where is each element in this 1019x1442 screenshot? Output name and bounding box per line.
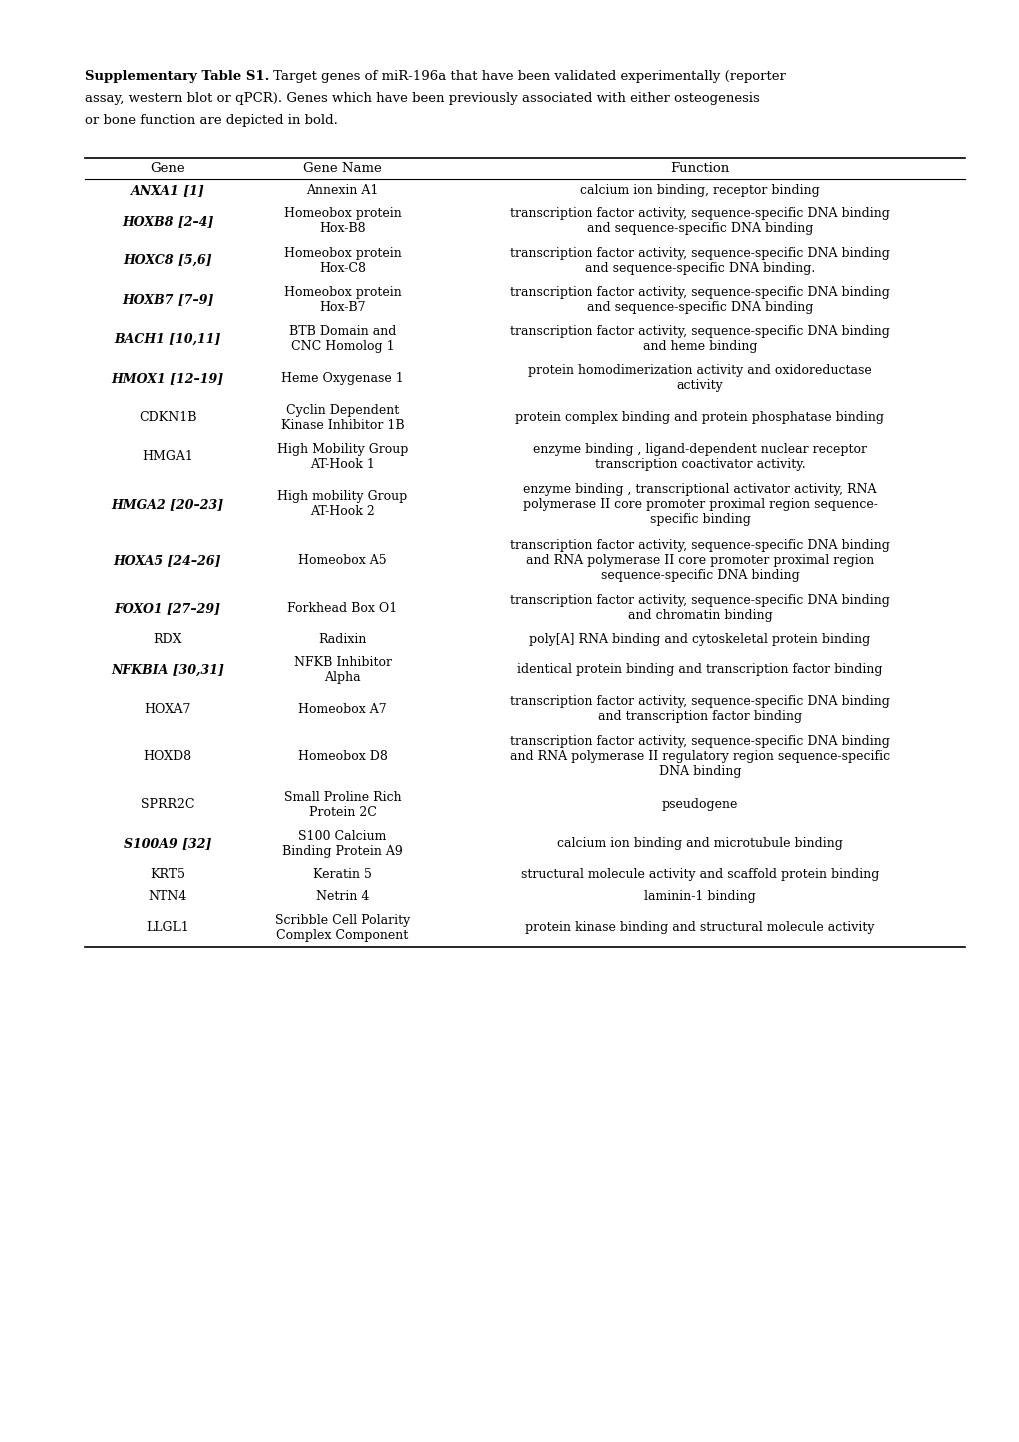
Text: Homeobox protein
Hox-C8: Homeobox protein Hox-C8 — [283, 247, 401, 274]
Text: Homeobox protein
Hox-B8: Homeobox protein Hox-B8 — [283, 208, 401, 235]
Text: transcription factor activity, sequence-specific DNA binding
and transcription f: transcription factor activity, sequence-… — [510, 695, 889, 722]
Text: FOXO1 [27–29]: FOXO1 [27–29] — [114, 601, 220, 614]
Text: BTB Domain and
CNC Homolog 1: BTB Domain and CNC Homolog 1 — [288, 324, 395, 353]
Text: Radixin: Radixin — [318, 633, 366, 646]
Text: structural molecule activity and scaffold protein binding: structural molecule activity and scaffol… — [521, 868, 878, 881]
Text: transcription factor activity, sequence-specific DNA binding
and RNA polymerase : transcription factor activity, sequence-… — [510, 735, 890, 779]
Text: transcription factor activity, sequence-specific DNA binding
and sequence-specif: transcription factor activity, sequence-… — [510, 286, 889, 314]
Text: calcium ion binding, receptor binding: calcium ion binding, receptor binding — [580, 185, 819, 198]
Text: or bone function are depicted in bold.: or bone function are depicted in bold. — [85, 114, 337, 127]
Text: HOXA5 [24–26]: HOXA5 [24–26] — [114, 554, 221, 567]
Text: protein complex binding and protein phosphatase binding: protein complex binding and protein phos… — [515, 411, 883, 424]
Text: pseudogene: pseudogene — [661, 797, 738, 810]
Text: High mobility Group
AT-Hook 2: High mobility Group AT-Hook 2 — [277, 490, 408, 519]
Text: HOXD8: HOXD8 — [144, 750, 192, 763]
Text: Homeobox protein
Hox-B7: Homeobox protein Hox-B7 — [283, 286, 401, 314]
Text: High Mobility Group
AT-Hook 1: High Mobility Group AT-Hook 1 — [276, 443, 408, 470]
Text: transcription factor activity, sequence-specific DNA binding
and heme binding: transcription factor activity, sequence-… — [510, 324, 889, 353]
Text: calcium ion binding and microtubule binding: calcium ion binding and microtubule bind… — [556, 838, 842, 851]
Text: transcription factor activity, sequence-specific DNA binding
and RNA polymerase : transcription factor activity, sequence-… — [510, 539, 889, 583]
Text: poly[A] RNA binding and cytoskeletal protein binding: poly[A] RNA binding and cytoskeletal pro… — [529, 633, 870, 646]
Text: HOXB8 [2–4]: HOXB8 [2–4] — [121, 215, 213, 228]
Text: Homeobox D8: Homeobox D8 — [298, 750, 387, 763]
Text: laminin-1 binding: laminin-1 binding — [643, 891, 755, 904]
Text: HOXA7: HOXA7 — [144, 702, 191, 715]
Text: Homeobox A7: Homeobox A7 — [298, 702, 386, 715]
Text: BACH1 [10,11]: BACH1 [10,11] — [114, 333, 220, 346]
Text: NFKBIA [30,31]: NFKBIA [30,31] — [111, 663, 224, 676]
Text: HMGA1: HMGA1 — [142, 450, 193, 463]
Text: CDKN1B: CDKN1B — [139, 411, 196, 424]
Text: Supplementary Table S1.: Supplementary Table S1. — [85, 71, 269, 84]
Text: HMOX1 [12–19]: HMOX1 [12–19] — [111, 372, 223, 385]
Text: protein homodimerization activity and oxidoreductase
activity: protein homodimerization activity and ox… — [528, 365, 871, 392]
Text: Gene Name: Gene Name — [303, 162, 381, 174]
Text: Homeobox A5: Homeobox A5 — [298, 554, 386, 567]
Text: transcription factor activity, sequence-specific DNA binding
and sequence-specif: transcription factor activity, sequence-… — [510, 247, 889, 274]
Text: KRT5: KRT5 — [150, 868, 184, 881]
Text: ANXA1 [1]: ANXA1 [1] — [130, 185, 204, 198]
Text: Netrin 4: Netrin 4 — [316, 891, 369, 904]
Text: transcription factor activity, sequence-specific DNA binding
and chromatin bindi: transcription factor activity, sequence-… — [510, 594, 889, 623]
Text: transcription factor activity, sequence-specific DNA binding
and sequence-specif: transcription factor activity, sequence-… — [510, 208, 889, 235]
Text: LLGL1: LLGL1 — [146, 921, 189, 934]
Text: assay, western blot or qPCR). Genes which have been previously associated with e: assay, western blot or qPCR). Genes whic… — [85, 92, 759, 105]
Text: Small Proline Rich
Protein 2C: Small Proline Rich Protein 2C — [283, 790, 400, 819]
Text: HOXB7 [7–9]: HOXB7 [7–9] — [121, 293, 213, 306]
Text: Cyclin Dependent
Kinase Inhibitor 1B: Cyclin Dependent Kinase Inhibitor 1B — [280, 404, 404, 431]
Text: enzyme binding , ligand-dependent nuclear receptor
transcription coactivator act: enzyme binding , ligand-dependent nuclea… — [533, 443, 866, 470]
Text: HOXC8 [5,6]: HOXC8 [5,6] — [123, 254, 212, 267]
Text: NTN4: NTN4 — [148, 891, 186, 904]
Text: Keratin 5: Keratin 5 — [313, 868, 372, 881]
Text: RDX: RDX — [153, 633, 181, 646]
Text: NFKB Inhibitor
Alpha: NFKB Inhibitor Alpha — [293, 656, 391, 684]
Text: Heme Oxygenase 1: Heme Oxygenase 1 — [281, 372, 404, 385]
Text: S100 Calcium
Binding Protein A9: S100 Calcium Binding Protein A9 — [282, 829, 403, 858]
Text: enzyme binding , transcriptional activator activity, RNA
polymerase II core prom: enzyme binding , transcriptional activat… — [522, 483, 876, 526]
Text: Function: Function — [669, 162, 729, 174]
Text: HMGA2 [20–23]: HMGA2 [20–23] — [111, 497, 223, 510]
Text: Scribble Cell Polarity
Complex Component: Scribble Cell Polarity Complex Component — [274, 914, 410, 942]
Text: Target genes of miR-196a that have been validated experimentally (reporter: Target genes of miR-196a that have been … — [269, 71, 786, 84]
Text: identical protein binding and transcription factor binding: identical protein binding and transcript… — [517, 663, 881, 676]
Text: Gene: Gene — [150, 162, 184, 174]
Text: Annexin A1: Annexin A1 — [306, 185, 378, 198]
Text: S100A9 [32]: S100A9 [32] — [123, 838, 211, 851]
Text: SPRR2C: SPRR2C — [141, 797, 194, 810]
Text: Forkhead Box O1: Forkhead Box O1 — [287, 601, 397, 614]
Text: protein kinase binding and structural molecule activity: protein kinase binding and structural mo… — [525, 921, 874, 934]
